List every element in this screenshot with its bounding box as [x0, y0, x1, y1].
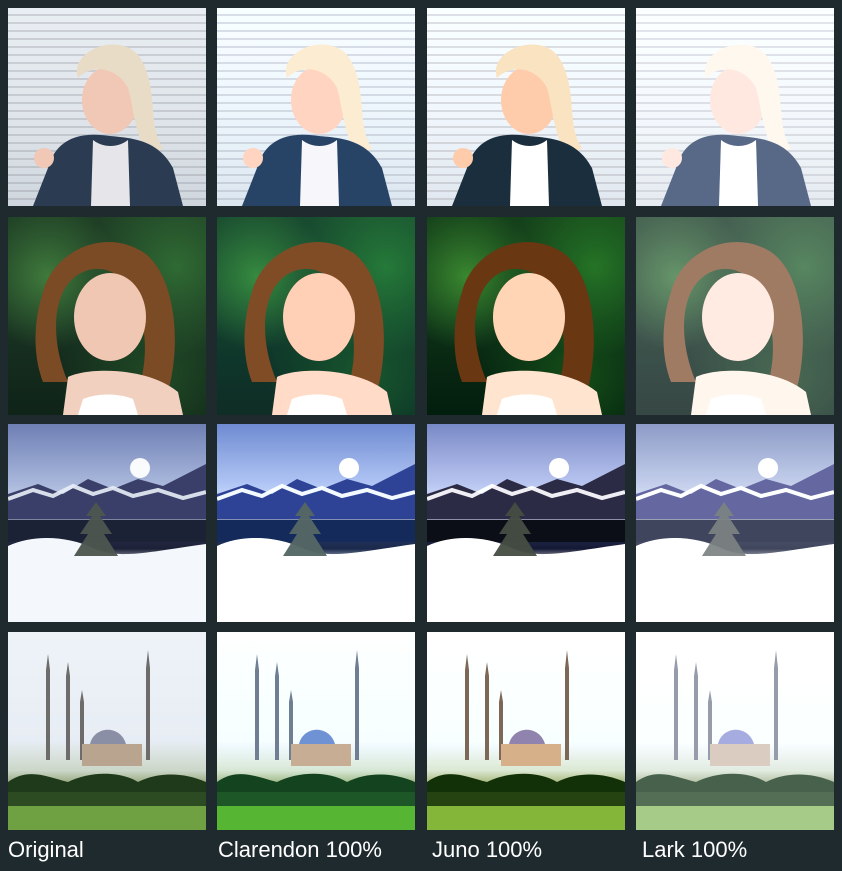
photo-snowy-mountains: [636, 424, 834, 622]
label-juno: Juno 100%: [432, 837, 543, 862]
photo-mosque: [636, 632, 834, 830]
thumbnail-mosque-clarendon: [217, 632, 415, 830]
photo-snowy-mountains: [427, 424, 625, 622]
photo-snowy-mountains: [8, 424, 206, 622]
thumbnail-woman-leaves-clarendon: [217, 217, 415, 415]
photo-woman-leaves: [217, 217, 415, 415]
label-clarendon: Clarendon 100%: [218, 837, 382, 862]
photo-woman-blinds: [636, 8, 834, 206]
photo-mosque: [217, 632, 415, 830]
photo-woman-leaves: [427, 217, 625, 415]
thumbnail-snowy-mountains-juno: [427, 424, 625, 622]
label-original: Original: [8, 837, 84, 862]
photo-mosque: [8, 632, 206, 830]
thumbnail-mosque-juno: [427, 632, 625, 830]
photo-woman-leaves: [636, 217, 834, 415]
thumbnail-snowy-mountains-original: [8, 424, 206, 622]
thumbnail-mosque-lark: [636, 632, 834, 830]
photo-woman-blinds: [427, 8, 625, 206]
thumbnail-snowy-mountains-lark: [636, 424, 834, 622]
filter-comparison-grid: [8, 8, 834, 830]
thumbnail-woman-leaves-juno: [427, 217, 625, 415]
photo-woman-blinds: [8, 8, 206, 206]
thumbnail-mosque-original: [8, 632, 206, 830]
thumbnail-woman-leaves-lark: [636, 217, 834, 415]
thumbnail-woman-leaves-original: [8, 217, 206, 415]
photo-woman-leaves: [8, 217, 206, 415]
filter-label-row: Original Clarendon 100% Juno 100% Lark 1…: [0, 836, 842, 866]
thumbnail-woman-blinds-original: [8, 8, 206, 206]
label-lark: Lark 100%: [642, 837, 748, 862]
photo-snowy-mountains: [217, 424, 415, 622]
thumbnail-snowy-mountains-clarendon: [217, 424, 415, 622]
photo-mosque: [427, 632, 625, 830]
thumbnail-woman-blinds-juno: [427, 8, 625, 206]
photo-woman-blinds: [217, 8, 415, 206]
thumbnail-woman-blinds-lark: [636, 8, 834, 206]
thumbnail-woman-blinds-clarendon: [217, 8, 415, 206]
